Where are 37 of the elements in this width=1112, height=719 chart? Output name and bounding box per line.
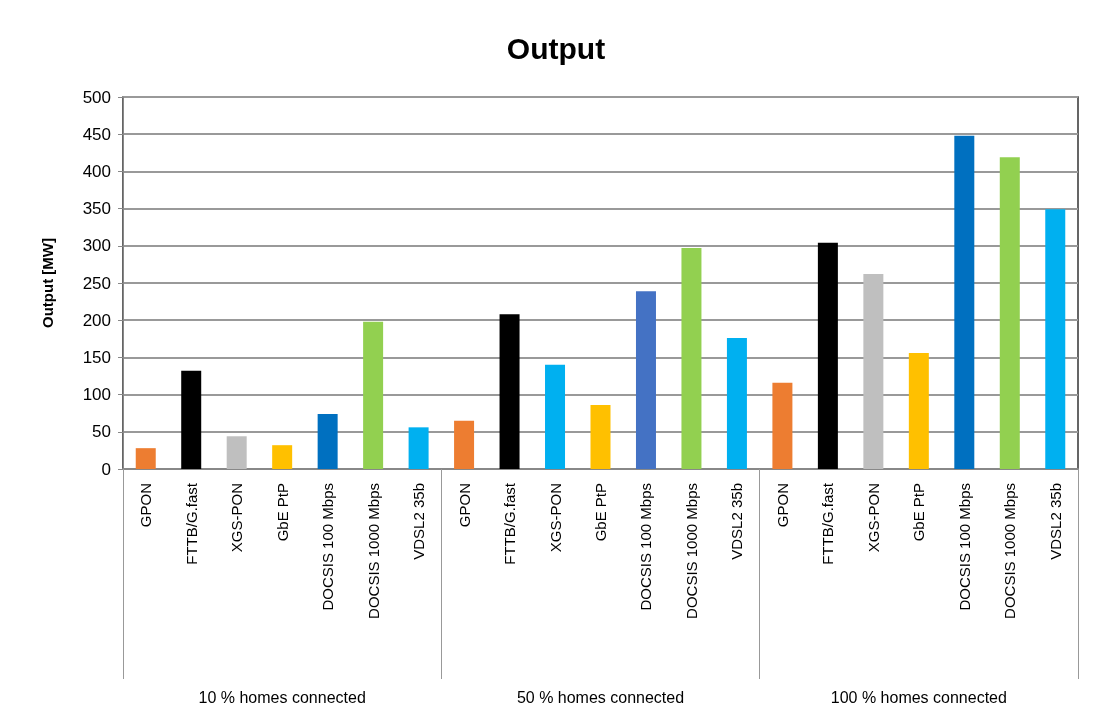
y-tick-label: 0 — [101, 459, 111, 479]
x-tick-label: GPON — [137, 483, 155, 528]
x-tick-label: GbE PtP — [910, 483, 928, 542]
y-tick-label: 500 — [82, 87, 111, 107]
x-tick-label: VDSL2 35b — [728, 483, 746, 560]
y-tick-label: 400 — [82, 161, 111, 181]
x-tick-label: VDSL2 35b — [1046, 483, 1064, 560]
x-tick-label: DOCSIS 100 Mbps — [319, 483, 337, 611]
x-tick-label: DOCSIS 100 Mbps — [955, 483, 973, 611]
text: 50 % homes connected — [516, 688, 685, 706]
y-tick-label: 450 — [82, 124, 111, 144]
x-tick-label: XGS-PON — [228, 483, 246, 553]
y-tick-label: 250 — [82, 273, 111, 293]
text: 100 % homes connected — [830, 688, 1007, 706]
x-tick-label: FTTB/G.fast — [819, 482, 837, 565]
x-tick-label: DOCSIS 1000 Mbps — [682, 483, 700, 619]
x-tick-label: XGS-PON — [864, 483, 882, 553]
y-tick-label: 200 — [82, 310, 111, 330]
x-tick-label: DOCSIS 1000 Mbps — [1001, 483, 1019, 619]
x-tick-label: DOCSIS 100 Mbps — [637, 483, 655, 611]
x-tick-label: XGS-PON — [546, 483, 564, 553]
y-tick-label: 50 — [92, 422, 111, 442]
x-tick-label: FTTB/G.fast — [182, 482, 200, 565]
y-tick-label: 350 — [82, 199, 111, 219]
x-tick-label: VDSL2 35b — [410, 483, 428, 560]
y-tick-label: 100 — [82, 385, 111, 405]
y-tick-label: 300 — [82, 236, 111, 256]
y-tick-label: 150 — [82, 347, 111, 367]
text: 10 % homes connected — [198, 688, 366, 706]
x-tick-label: GbE PtP — [273, 483, 291, 542]
y-axis-title: Output [MW] — [39, 238, 56, 328]
x-tick-label: DOCSIS 1000 Mbps — [364, 483, 382, 619]
x-tick-label: GPON — [773, 483, 791, 528]
x-tick-label: GPON — [455, 483, 473, 528]
x-tick-label: FTTB/G.fast — [501, 482, 519, 565]
x-tick-label: GbE PtP — [592, 483, 609, 542]
chart-title: Output — [506, 31, 606, 65]
